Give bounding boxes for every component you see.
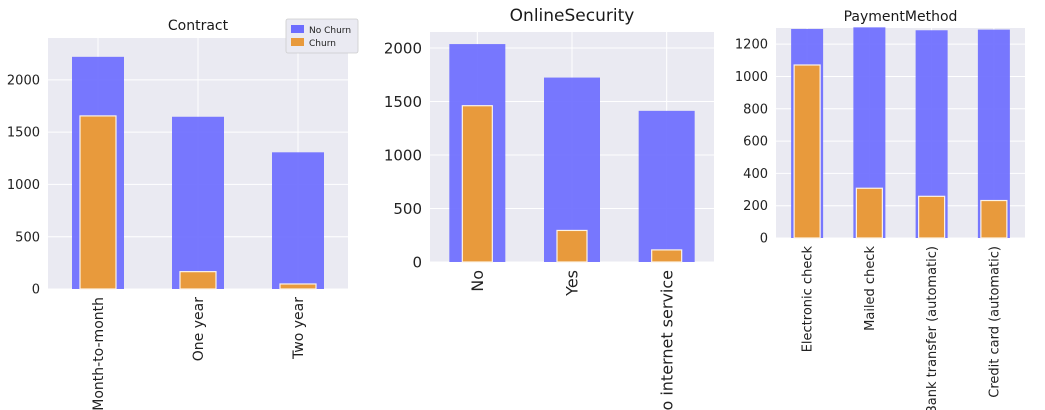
- bar-churn: [79, 115, 117, 290]
- y-tick-label: 1500: [384, 93, 422, 111]
- chart-1: 0 500 1000 1500 2000 No Yes No internet service…: [384, 6, 714, 410]
- y-tick-label: 500: [15, 230, 40, 245]
- y-tick-label: 1200: [735, 38, 768, 53]
- y-tick-label: 400: [743, 167, 768, 182]
- y-tick-label: 1000: [735, 70, 768, 85]
- y-tick-label: 0: [412, 253, 422, 271]
- y-tick-label: 1000: [7, 178, 40, 193]
- bar-churn: [179, 271, 217, 290]
- chart-2: 0 200 400 600 800 1000 1200 Electronic check Mai…: [735, 9, 1025, 410]
- bar-no-churn: [172, 116, 224, 289]
- y-tick-label: 800: [743, 102, 768, 117]
- y-tick-label: 1500: [7, 126, 40, 141]
- bar-no-churn: [638, 110, 695, 262]
- x-tick-label: Electronic check: [801, 246, 816, 353]
- y-tick-label: 0: [32, 283, 40, 298]
- x-tick-label: Bank transfer (automatic): [925, 246, 940, 410]
- x-tick-label: Month-to-month: [91, 297, 107, 410]
- bar-churn: [793, 64, 821, 239]
- legend-swatch-no-churn: [291, 25, 304, 33]
- bar-no-churn: [272, 152, 324, 289]
- legend-swatch-churn: [291, 38, 304, 46]
- bar-churn: [461, 105, 493, 263]
- y-tick-label: 1000: [384, 146, 422, 164]
- x-tick-label: Yes: [563, 270, 582, 297]
- y-tick-label: 2000: [384, 39, 422, 57]
- bar-churn: [651, 249, 683, 263]
- bar-churn: [980, 199, 1008, 239]
- bar-churn: [855, 187, 883, 239]
- chart-title: PaymentMethod: [844, 9, 958, 25]
- x-tick-label: One year: [191, 297, 207, 361]
- y-tick-label: 200: [743, 199, 768, 214]
- x-tick-label: Credit card (automatic): [987, 246, 1002, 398]
- legend: No Churn Churn: [285, 18, 359, 54]
- chart-title: Contract: [168, 18, 229, 34]
- bar-churn: [279, 283, 317, 290]
- y-tick-label: 500: [393, 200, 422, 218]
- chart-0: 0 500 1000 1500 2000 Month-to-month One year Tw…: [7, 18, 359, 410]
- x-tick-label: No internet service: [657, 270, 676, 410]
- y-tick-label: 2000: [7, 73, 40, 88]
- y-tick-label: 0: [760, 232, 768, 247]
- y-tick-label: 600: [743, 135, 768, 150]
- x-tick-label: Two year: [291, 297, 307, 360]
- bar-churn: [918, 195, 946, 239]
- bar-churn: [556, 229, 588, 263]
- chart-title: OnlineSecurity: [510, 6, 635, 26]
- x-tick-label: Mailed check: [863, 246, 878, 331]
- legend-label-churn: Churn: [309, 39, 336, 49]
- x-tick-label: No: [468, 270, 487, 292]
- legend-label-no-churn: No Churn: [309, 26, 351, 36]
